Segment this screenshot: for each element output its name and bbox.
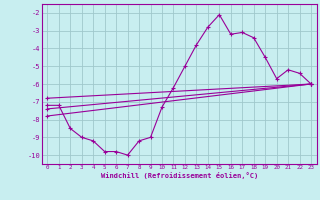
X-axis label: Windchill (Refroidissement éolien,°C): Windchill (Refroidissement éolien,°C) (100, 172, 258, 179)
